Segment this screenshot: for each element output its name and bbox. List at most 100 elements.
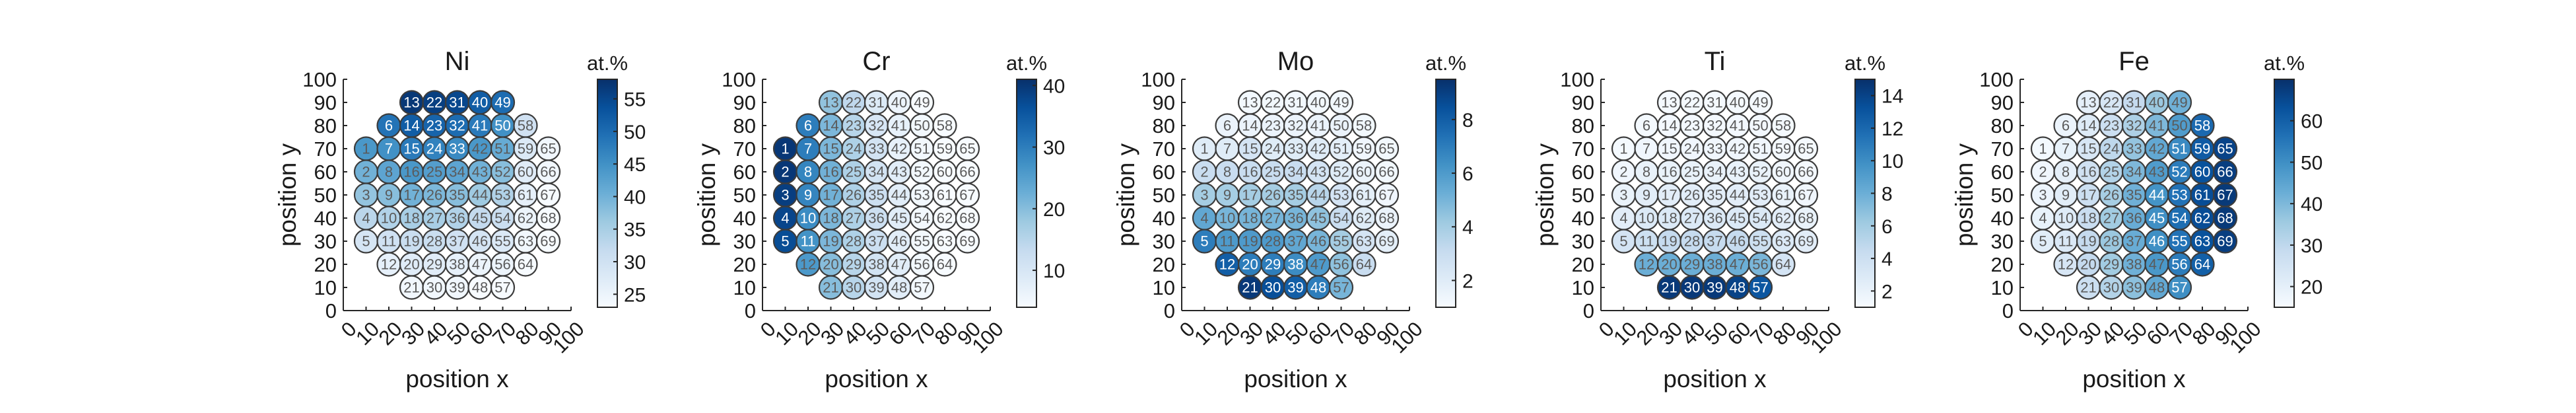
- y-tick-label: 20: [1153, 253, 1175, 276]
- colorbar: at.% 2 4 6 8 10 12 14: [1845, 52, 1903, 308]
- measurement-point: 45: [467, 206, 492, 231]
- point-label: 10: [800, 210, 816, 227]
- colorbar-tick-label: 2: [1462, 270, 1474, 292]
- measurement-point: 41: [887, 113, 912, 138]
- measurement-point: 40: [467, 90, 492, 115]
- point-label: 25: [846, 164, 862, 180]
- point-label: 4: [781, 210, 789, 227]
- point-label: 35: [868, 187, 884, 204]
- measurement-point: 56: [909, 252, 935, 277]
- measurement-point: 24: [422, 136, 447, 161]
- measurement-point: 39: [864, 275, 889, 300]
- point-label: 53: [494, 187, 510, 204]
- measurement-point: 48: [887, 275, 912, 300]
- point-label: 10: [2058, 210, 2074, 227]
- y-tick-label: 30: [1572, 230, 1594, 253]
- measurement-point: 45: [1725, 206, 1750, 231]
- y-tick-label: 40: [1991, 207, 2014, 230]
- measurement-point: 3: [353, 182, 379, 207]
- point-label: 16: [403, 164, 419, 180]
- measurement-point: 37: [1702, 229, 1728, 254]
- point-label: 8: [804, 164, 812, 180]
- point-label: 62: [937, 210, 953, 227]
- measurement-point: 46: [887, 229, 912, 254]
- measurement-point: 63: [932, 229, 957, 254]
- measurement-point: 46: [1306, 229, 1331, 254]
- measurement-point: 34: [864, 159, 889, 184]
- colorbar-unit-label: at.%: [1006, 52, 1047, 75]
- point-label: 34: [1707, 164, 1722, 180]
- measurement-point: 62: [932, 206, 957, 231]
- measurement-point: 37: [2121, 229, 2147, 254]
- point-label: 19: [1661, 233, 1677, 250]
- measurement-point: 48: [1306, 275, 1331, 300]
- measurement-point: 10: [796, 206, 821, 231]
- measurement-point: 32: [864, 113, 889, 138]
- point-label: 34: [2126, 164, 2142, 180]
- point-label: 64: [937, 256, 953, 273]
- point-label: 63: [1775, 233, 1791, 250]
- point-label: 32: [449, 118, 465, 134]
- measurement-point: 37: [1283, 229, 1308, 254]
- measurement-point: 64: [513, 252, 538, 277]
- measurement-point: 56: [2167, 252, 2192, 277]
- point-label: 14: [403, 118, 419, 134]
- measurement-point: 39: [444, 275, 470, 300]
- point-label: 36: [1287, 210, 1303, 227]
- point-label: 52: [2171, 164, 2187, 180]
- point-label: 17: [823, 187, 838, 204]
- panel-title: Ti: [1705, 47, 1726, 76]
- measurement-point: 11: [1634, 229, 1659, 254]
- y-tick-label: 80: [1572, 114, 1594, 137]
- measurement-point: 42: [467, 136, 492, 161]
- measurement-point: 38: [1283, 252, 1308, 277]
- point-label: 5: [2039, 233, 2047, 250]
- measurement-point: 7: [2053, 136, 2078, 161]
- measurement-point: 32: [1283, 113, 1308, 138]
- measurement-point: 47: [1306, 252, 1331, 277]
- point-label: 57: [1333, 280, 1349, 296]
- measurement-point: 39: [2121, 275, 2147, 300]
- measurement-point: 52: [490, 159, 516, 184]
- measurement-point: 13: [399, 90, 424, 115]
- point-label: 2: [781, 164, 789, 180]
- point-label: 16: [1242, 164, 1258, 180]
- measurement-point: 8: [2053, 159, 2078, 184]
- point-label: 39: [868, 280, 884, 296]
- point-label: 57: [1752, 280, 1768, 296]
- measurement-point: 27: [422, 206, 447, 231]
- measurement-point: 57: [2167, 275, 2192, 300]
- measurement-point: 56: [490, 252, 516, 277]
- measurement-point: 29: [1260, 252, 1285, 277]
- measurement-point: 46: [2144, 229, 2169, 254]
- point-label: 50: [1333, 118, 1349, 134]
- measurement-point: 3: [2030, 182, 2056, 207]
- point-label: 25: [1684, 164, 1700, 180]
- measurement-point: 28: [1260, 229, 1285, 254]
- measurement-point: 54: [2167, 206, 2192, 231]
- point-label: 26: [1265, 187, 1281, 204]
- measurement-point: 22: [2099, 90, 2124, 115]
- measurement-point: 27: [2099, 206, 2124, 231]
- point-label: 3: [781, 187, 789, 204]
- measurement-point: 69: [955, 229, 980, 254]
- point-label: 59: [1356, 141, 1372, 157]
- point-label: 2: [1200, 164, 1208, 180]
- measurement-point: 54: [1328, 206, 1354, 231]
- measurement-point: 68: [1374, 206, 1400, 231]
- measurement-point: 54: [1747, 206, 1773, 231]
- point-label: 42: [1730, 141, 1746, 157]
- point-label: 13: [1242, 94, 1258, 111]
- point-label: 60: [2194, 164, 2210, 180]
- y-tick-label: 20: [1572, 253, 1594, 276]
- measurement-point: 5: [2030, 229, 2056, 254]
- point-label: 51: [494, 141, 510, 157]
- measurement-point: 23: [841, 113, 866, 138]
- point-label: 51: [2171, 141, 2187, 157]
- measurement-point: 47: [1725, 252, 1750, 277]
- point-label: 1: [1200, 141, 1208, 157]
- measurement-point: 58: [1771, 113, 1796, 138]
- point-label: 4: [1619, 210, 1627, 227]
- measurement-point: 11: [376, 229, 401, 254]
